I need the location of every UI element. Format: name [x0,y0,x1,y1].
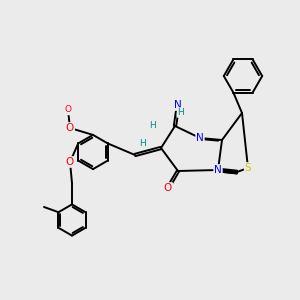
Text: O: O [66,157,74,167]
Text: N: N [214,165,222,175]
Text: H: H [140,139,146,148]
Text: O: O [164,183,172,193]
Text: N: N [196,133,204,143]
Text: N: N [174,100,182,110]
Text: O: O [66,123,74,133]
Text: H: H [178,108,184,117]
Text: S: S [245,163,251,173]
Text: O: O [64,106,71,115]
Text: H: H [148,122,155,130]
